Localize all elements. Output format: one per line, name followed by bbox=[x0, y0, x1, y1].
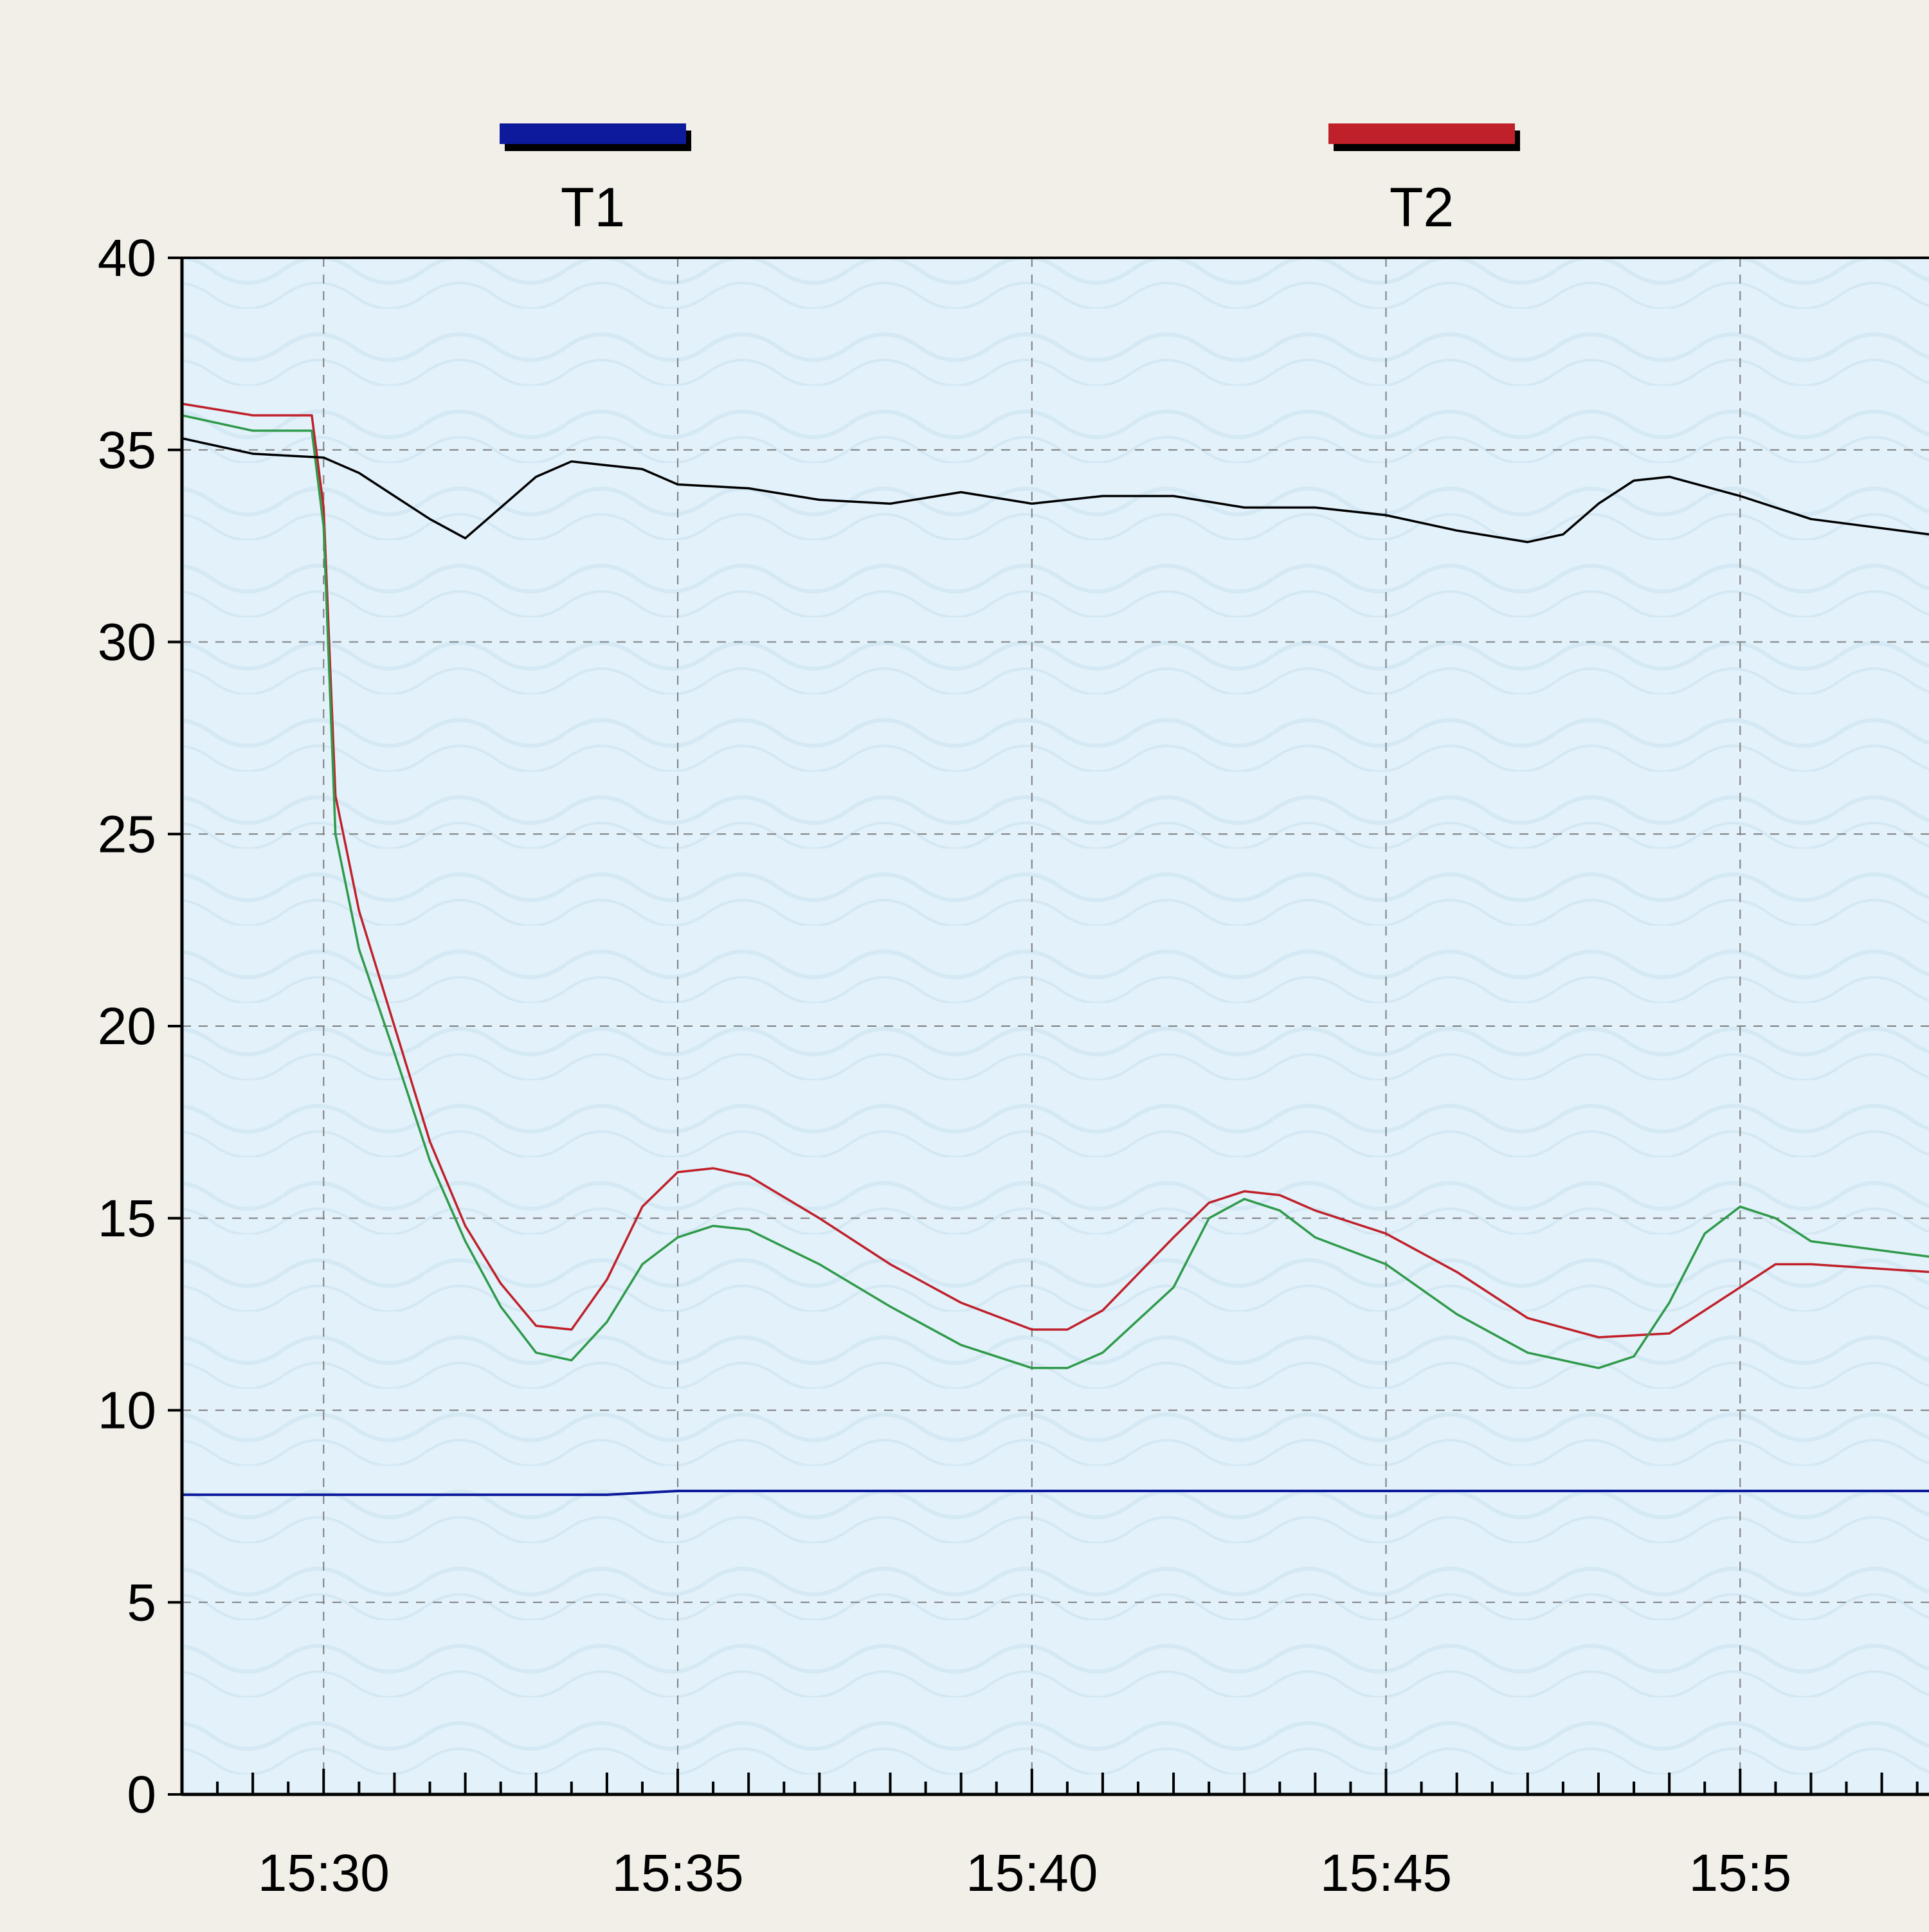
legend-label-t1: T1 bbox=[561, 177, 625, 239]
y-tick-label: 30 bbox=[98, 613, 156, 672]
x-tick-labels: 15:30 15:35 15:40 15:45 15:5 bbox=[258, 1844, 1791, 1902]
y-tick-labels: 0 5 10 15 20 25 30 35 40 bbox=[98, 229, 156, 1824]
legend-swatch-t2 bbox=[1328, 123, 1515, 144]
series-layer bbox=[181, 402, 1929, 1496]
y-tick-label: 25 bbox=[98, 805, 156, 863]
y-tick-label: 5 bbox=[127, 1573, 156, 1632]
series-line-unnamed-3 bbox=[181, 437, 1929, 543]
legend-swatch-t1 bbox=[500, 123, 686, 144]
x-tick-label: 15:45 bbox=[1320, 1844, 1452, 1902]
y-tick-label: 20 bbox=[98, 997, 156, 1056]
series-line-unnamed-2 bbox=[181, 414, 1929, 1369]
y-tick-label: 35 bbox=[98, 421, 156, 480]
axes bbox=[168, 257, 1929, 1796]
x-tick-label: 15:30 bbox=[258, 1844, 390, 1902]
y-tick-label: 0 bbox=[127, 1765, 156, 1824]
series-line-t2 bbox=[181, 402, 1929, 1339]
x-tick-label: 15:35 bbox=[611, 1844, 743, 1902]
series-line-t1 bbox=[182, 1490, 1929, 1496]
y-tick-label: 10 bbox=[98, 1382, 156, 1440]
y-tick-label: 40 bbox=[98, 229, 156, 287]
x-tick-label: 15:5 bbox=[1689, 1844, 1791, 1902]
y-tick-label: 15 bbox=[98, 1189, 156, 1248]
legend-label-t2: T2 bbox=[1390, 177, 1454, 239]
legend: T1 T2 bbox=[500, 123, 1520, 239]
x-tick-label: 15:40 bbox=[966, 1844, 1098, 1902]
